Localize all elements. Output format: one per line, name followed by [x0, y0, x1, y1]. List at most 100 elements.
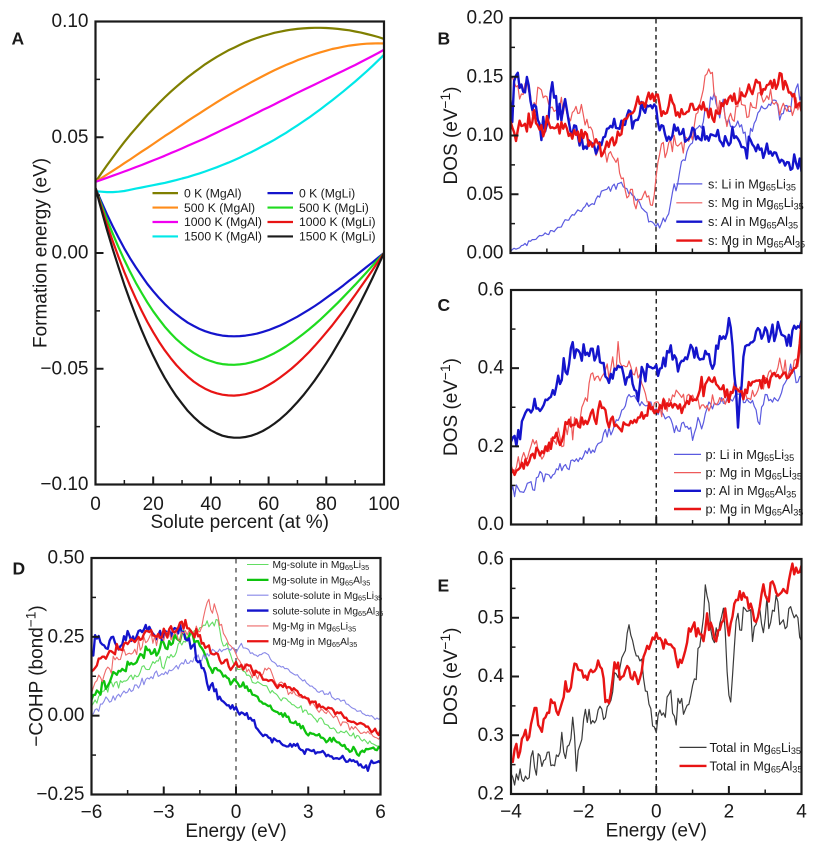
- ticks: [511, 289, 766, 526]
- y-tick-label: 0.4: [478, 666, 505, 687]
- legend-label: p: Li in Mg65​Li35​: [706, 448, 795, 463]
- legend-A: 0 K (MgAl)500 K (MgAl)1000 K (MgAl)1500 …: [152, 186, 376, 244]
- ticks: [510, 558, 803, 795]
- series-D-5: [91, 618, 381, 737]
- panel-letter-C: C: [438, 295, 451, 315]
- legend-label: 1500 K (MgAl): [184, 230, 262, 244]
- x-tick-label: −4: [500, 802, 522, 823]
- ticks: [90, 557, 382, 796]
- panel-letter-B: B: [438, 29, 451, 49]
- y-tick-label: 0.00: [48, 705, 85, 726]
- y-tick-label: 0.15: [467, 66, 504, 87]
- y-tick-label: 0.10: [467, 125, 504, 146]
- y-axis-title-C: DOS (eV−1​): [438, 358, 462, 456]
- series-D-4: [91, 598, 381, 740]
- series-group: [510, 68, 802, 253]
- legend-label: 0 K (MgAl): [184, 186, 242, 200]
- legend-E: Total in Mg65​Li35​ Total in Mg65​Al35​: [679, 741, 803, 775]
- panel-C: 0.0 0.2 0.4 0.6 DOS (eV−1​) p: Li in Mg65​Li3…: [438, 280, 804, 536]
- x-tick-label: 20: [143, 494, 164, 515]
- x-tick-label: 4: [796, 802, 807, 823]
- x-tick-label: −3: [153, 802, 175, 823]
- panel-E: −4 −2 0 2 4 0.2 0.3 0.4 0.5 0.6 DOS (eV−1​) Total i…: [438, 549, 807, 823]
- x-tick-label: 40: [200, 494, 221, 515]
- legend-label: 1000 K (MgLi): [299, 215, 376, 229]
- legend-label: p: Al in Mg65​Al35​: [706, 484, 797, 499]
- series-A-1: [95, 42, 384, 183]
- x-tick-label: 0: [90, 494, 101, 515]
- series-D-3: [91, 623, 381, 772]
- series-D-1: [91, 629, 381, 757]
- y-tick-label: 0.10: [52, 11, 89, 32]
- x-tick-label: 3: [303, 802, 314, 823]
- y-tick-label: 0.6: [478, 549, 504, 570]
- x-tick-label: −6: [81, 802, 103, 823]
- ticks: [510, 17, 766, 254]
- y-axis-title-B: DOS (eV−1​): [438, 87, 462, 185]
- legend-label: solute-solute in Mg65​Li35​: [273, 591, 383, 603]
- y-axis-title-D: −COHP (bond−1​): [23, 605, 47, 746]
- x-tick-label: 6: [375, 802, 386, 823]
- y-axis-title-E: DOS (eV−1​): [438, 628, 462, 726]
- series-C-2: [511, 316, 802, 448]
- series-A-3: [95, 53, 384, 194]
- y-tick-label: 0.05: [52, 127, 89, 148]
- x-tick-label: 2: [724, 802, 735, 823]
- series-B-0: [510, 83, 802, 253]
- panel-letter-E: E: [438, 576, 450, 596]
- legend-label: Mg-Mg in Mg65​Li35​: [273, 622, 357, 634]
- x-axis-title-E: Energy (eV): [606, 821, 707, 842]
- legend-label: 500 K (MgLi): [299, 201, 369, 215]
- legend-label: 500 K (MgAl): [184, 201, 255, 215]
- x-tick-label: 0: [231, 802, 242, 823]
- legend-label: s: Li in Mg65​Li35​: [708, 177, 796, 192]
- series-group: [95, 26, 384, 439]
- x-tick-label: −2: [573, 802, 595, 823]
- y-tick-label: 0.0: [478, 514, 504, 535]
- x-axis-title-D: Energy (eV): [185, 821, 286, 842]
- legend-label: s: Mg in Mg65​Al35​: [708, 234, 805, 249]
- series-C-3: [511, 321, 802, 477]
- legend-label: Mg-solute in Mg65​Al35​: [273, 576, 371, 588]
- y-tick-label: 0.20: [467, 8, 504, 29]
- series-group: [91, 598, 381, 772]
- y-tick-label: 0.6: [478, 280, 504, 301]
- y-tick-label: 0.3: [478, 725, 504, 746]
- series-group: [511, 562, 802, 786]
- y-tick-label: 0.4: [478, 358, 505, 379]
- ticks: [94, 20, 385, 486]
- legend-label: s: Mg in Mg65​Li35​: [708, 196, 804, 211]
- series-A-4: [95, 187, 384, 338]
- legend-label: Mg-Mg in Mg65​Al35​: [273, 637, 358, 649]
- y-tick-label: 0.2: [478, 784, 504, 805]
- series-group: [511, 316, 802, 498]
- series-C-0: [511, 363, 802, 498]
- legend-label: s: Al in Mg65​Al35​: [708, 215, 798, 230]
- panel-A: 0 20 40 60 80 100 −0.10 −0.05 0.00 0.05 0.10 Format…: [31, 11, 400, 515]
- y-tick-label: 0.2: [478, 436, 504, 457]
- legend-B: s: Li in Mg65​Li35​ s: Mg in Mg65​Li35​ s:…: [676, 177, 805, 249]
- legend-label: Mg-solute in Mg65​Li35​: [273, 560, 370, 572]
- y-tick-label: 0.05: [467, 184, 504, 205]
- y-tick-label: 0.00: [467, 243, 504, 264]
- panel-D: −6 −3 0 3 6 −0.25 0.00 0.25 0.50 −COHP (bond−1​) M…: [23, 548, 386, 824]
- legend-label: solute-solute in Mg65​Al35​: [273, 606, 384, 618]
- plot-frame: [94, 20, 386, 486]
- y-tick-label: −0.10: [40, 474, 88, 495]
- x-axis-title-A: Solute percent (at %): [151, 512, 329, 533]
- series-E-1: [511, 562, 802, 764]
- legend-label: Total in Mg65​Al35​: [710, 759, 803, 774]
- y-axis-title-A: Formation energy (eV): [31, 158, 52, 348]
- series-B-3: [510, 71, 802, 158]
- series-E-0: [511, 584, 802, 786]
- y-tick-label: 0.50: [48, 548, 85, 569]
- legend-D: Mg-solute in Mg65​Li35​ Mg-solute in Mg65…: [247, 560, 383, 649]
- series-A-2: [95, 48, 384, 183]
- series-A-7: [95, 187, 384, 439]
- panel-B: 0.00 0.05 0.10 0.15 0.20 DOS (eV−1​) s: Li in …: [438, 8, 805, 264]
- legend-label: Total in Mg65​Li35​: [710, 741, 801, 756]
- panel-letter-A: A: [12, 29, 25, 49]
- legend-label: 0 K (MgLi): [299, 186, 355, 200]
- y-tick-label: −0.25: [36, 784, 84, 805]
